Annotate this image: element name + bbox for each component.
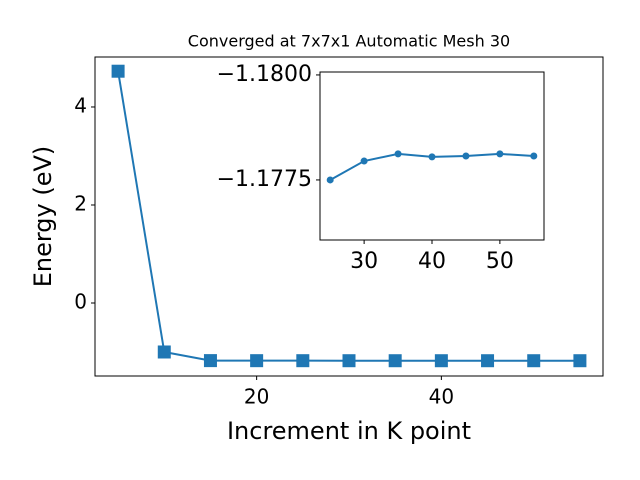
marker xyxy=(342,354,356,368)
y-tick-label: 0 xyxy=(74,289,87,313)
y-axis-label: Energy (eV) xyxy=(29,146,57,288)
y-tick-label: −1.1800 xyxy=(217,62,312,87)
marker xyxy=(250,354,264,368)
marker xyxy=(394,150,402,158)
marker xyxy=(360,157,368,165)
x-tick-label: 50 xyxy=(486,249,514,274)
y-tick-label: −1.1775 xyxy=(217,167,312,192)
marker xyxy=(157,345,171,359)
marker xyxy=(527,354,541,368)
y-tick-label: 2 xyxy=(74,191,87,215)
marker xyxy=(434,354,448,368)
marker xyxy=(573,354,587,368)
marker xyxy=(111,64,125,78)
x-tick-label: 20 xyxy=(244,385,269,409)
marker xyxy=(481,354,495,368)
x-tick-label: 40 xyxy=(418,249,446,274)
marker xyxy=(496,150,504,158)
x-tick-label: 40 xyxy=(429,385,454,409)
marker xyxy=(326,176,334,184)
x-axis-label: Increment in K point xyxy=(227,417,471,445)
marker xyxy=(428,153,436,161)
marker xyxy=(462,152,470,160)
marker xyxy=(530,152,538,160)
marker xyxy=(203,354,217,368)
x-tick-label: 30 xyxy=(350,249,378,274)
marker xyxy=(388,354,402,368)
y-tick-label: 4 xyxy=(74,93,87,117)
chart-title: Converged at 7x7x1 Automatic Mesh 30 xyxy=(188,32,510,51)
marker xyxy=(296,354,310,368)
